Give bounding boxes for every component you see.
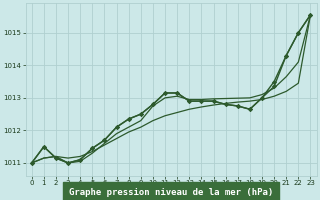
X-axis label: Graphe pression niveau de la mer (hPa): Graphe pression niveau de la mer (hPa) [69,188,273,197]
